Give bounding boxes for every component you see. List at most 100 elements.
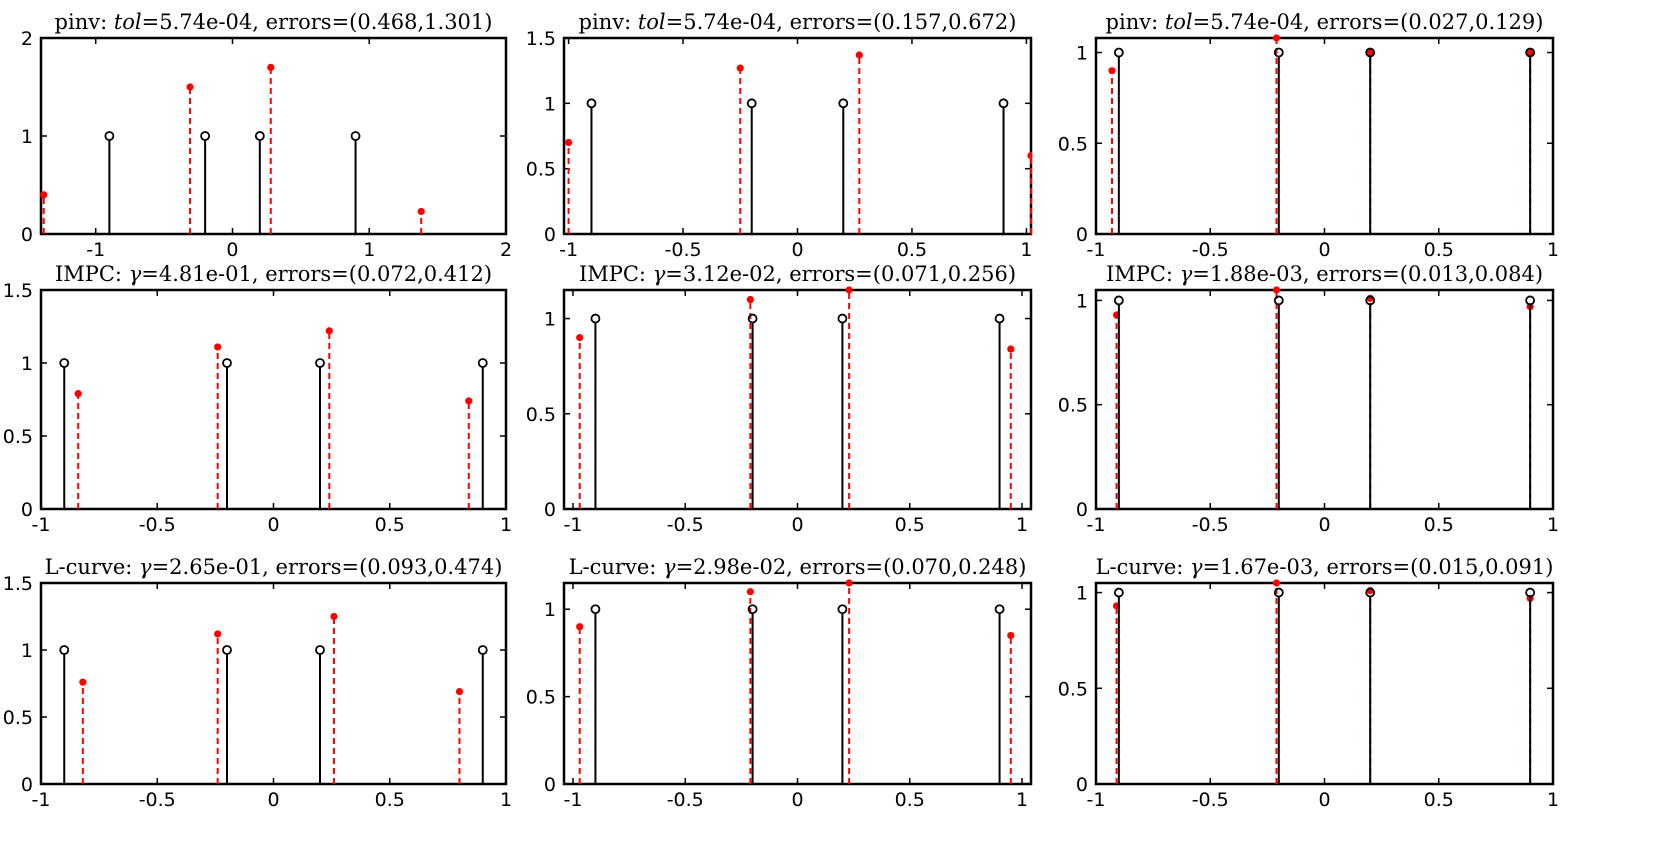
estimated-point bbox=[1007, 631, 1015, 640]
estimated-point bbox=[186, 83, 194, 91]
title-parameter-symbol: tol bbox=[114, 10, 142, 34]
title-parameter-symbol: γ bbox=[129, 262, 142, 286]
estimated-point bbox=[1108, 67, 1116, 75]
subplot-title: L-curve: γ=1.67e-03, errors=(0.015,0.091… bbox=[1096, 555, 1554, 579]
true-point bbox=[1113, 295, 1124, 306]
title-method: pinv: bbox=[55, 10, 114, 34]
true-point bbox=[59, 358, 70, 368]
x-tick-label: 0.5 bbox=[895, 514, 925, 536]
x-tick-label: -0.5 bbox=[139, 789, 176, 811]
axes-frame bbox=[39, 288, 508, 511]
estimated-point bbox=[845, 579, 853, 587]
title-method: L-curve: bbox=[569, 555, 663, 579]
estimated-point bbox=[1027, 152, 1032, 160]
y-tick-label: 0.5 bbox=[1058, 133, 1088, 155]
title-method: IMPC: bbox=[55, 262, 129, 286]
y-tick-label: 0.5 bbox=[3, 426, 33, 448]
subplot-title: L-curve: γ=2.98e-02, errors=(0.070,0.248… bbox=[569, 555, 1027, 579]
axes-frame bbox=[562, 288, 1033, 511]
title-parameter-symbol: γ bbox=[139, 555, 152, 579]
y-tick-label: 1.5 bbox=[3, 280, 33, 302]
y-tick-label: 0.5 bbox=[526, 404, 556, 426]
true-point bbox=[1365, 587, 1376, 598]
estimated-point bbox=[746, 295, 754, 304]
x-tick-label: 0 bbox=[791, 239, 803, 261]
subplot-7: L-curve: γ=2.65e-01, errors=(0.093,0.474… bbox=[3, 555, 512, 811]
subplot-2: pinv: tol=5.74e-04, errors=(0.157,0.672)… bbox=[526, 10, 1033, 261]
y-tick-label: 1 bbox=[544, 93, 556, 115]
axes-frame bbox=[1094, 581, 1555, 786]
title-parameter-value: =5.74e-04, errors=(0.157,0.672) bbox=[666, 10, 1017, 34]
x-tick-label: -0.5 bbox=[139, 514, 176, 536]
subplot-title: pinv: tol=5.74e-04, errors=(0.027,0.129) bbox=[1106, 10, 1544, 34]
y-tick-label: 0 bbox=[544, 499, 556, 521]
subplot-3: pinv: tol=5.74e-04, errors=(0.027,0.129)… bbox=[1058, 10, 1559, 261]
true-point bbox=[477, 645, 488, 655]
x-tick-label: 0 bbox=[267, 789, 279, 811]
axes-frame bbox=[562, 36, 1033, 236]
true-point bbox=[1365, 47, 1376, 58]
true-point bbox=[59, 645, 70, 655]
x-tick-label: -0.5 bbox=[667, 514, 704, 536]
y-tick-label: 0 bbox=[544, 774, 556, 796]
x-tick-label: -1 bbox=[32, 514, 51, 536]
true-point bbox=[1525, 47, 1536, 58]
y-tick-label: 1 bbox=[21, 640, 33, 662]
title-method: IMPC: bbox=[579, 262, 653, 286]
y-tick-label: 0 bbox=[1076, 224, 1088, 246]
estimated-point bbox=[736, 64, 744, 72]
true-point bbox=[747, 604, 758, 615]
x-tick-label: 0 bbox=[791, 789, 803, 811]
estimated-point bbox=[214, 630, 222, 638]
data-marks bbox=[59, 612, 488, 784]
estimated-point bbox=[1007, 345, 1015, 353]
true-point bbox=[350, 131, 361, 141]
title-parameter-symbol: γ bbox=[663, 555, 676, 579]
title-parameter-value: =2.98e-02, errors=(0.070,0.248) bbox=[676, 555, 1027, 579]
y-tick-label: 1.5 bbox=[526, 28, 556, 50]
y-tick-label: 0 bbox=[544, 224, 556, 246]
subplot-title: pinv: tol=5.74e-04, errors=(0.157,0.672) bbox=[579, 10, 1017, 34]
y-tick-label: 0 bbox=[1076, 774, 1088, 796]
true-point bbox=[1365, 295, 1376, 306]
true-point bbox=[315, 358, 325, 368]
true-point bbox=[998, 98, 1009, 109]
estimated-point bbox=[1272, 34, 1281, 42]
data-marks bbox=[1112, 579, 1536, 784]
x-tick-label: 1 bbox=[1016, 514, 1028, 536]
true-point bbox=[838, 98, 849, 109]
x-tick-label: 0.5 bbox=[1424, 789, 1454, 811]
data-marks bbox=[59, 327, 488, 509]
true-point bbox=[837, 313, 848, 324]
y-tick-label: 1.5 bbox=[3, 573, 33, 595]
axes-frame bbox=[39, 581, 508, 786]
y-tick-label: 1 bbox=[21, 353, 33, 375]
x-tick-label: 0.5 bbox=[375, 514, 405, 536]
x-tick-label: 2 bbox=[500, 239, 512, 261]
x-tick-label: -1 bbox=[1087, 514, 1106, 536]
y-tick-label: 1 bbox=[544, 599, 556, 621]
data-marks bbox=[564, 51, 1032, 234]
x-tick-label: 0 bbox=[1318, 239, 1330, 261]
title-parameter-symbol: γ bbox=[1190, 555, 1203, 579]
data-marks bbox=[1108, 34, 1536, 234]
true-point bbox=[590, 604, 601, 615]
axes-frame bbox=[562, 581, 1033, 786]
true-point bbox=[200, 131, 211, 141]
title-method: pinv: bbox=[1106, 10, 1165, 34]
title-parameter-value: =3.12e-02, errors=(0.071,0.256) bbox=[665, 262, 1016, 286]
true-point bbox=[1113, 47, 1124, 58]
estimated-point bbox=[855, 51, 863, 59]
estimated-point bbox=[746, 588, 754, 596]
x-tick-label: 0.5 bbox=[897, 239, 927, 261]
data-marks bbox=[1112, 286, 1536, 509]
title-method: L-curve: bbox=[45, 555, 139, 579]
x-tick-label: 0.5 bbox=[1424, 514, 1454, 536]
true-point bbox=[104, 131, 115, 141]
subplot-9: L-curve: γ=1.67e-03, errors=(0.015,0.091… bbox=[1058, 555, 1559, 811]
data-marks bbox=[576, 286, 1015, 509]
title-parameter-value: =1.67e-03, errors=(0.015,0.091) bbox=[1203, 555, 1554, 579]
x-tick-label: -0.5 bbox=[1192, 789, 1229, 811]
x-tick-label: 1 bbox=[500, 789, 512, 811]
